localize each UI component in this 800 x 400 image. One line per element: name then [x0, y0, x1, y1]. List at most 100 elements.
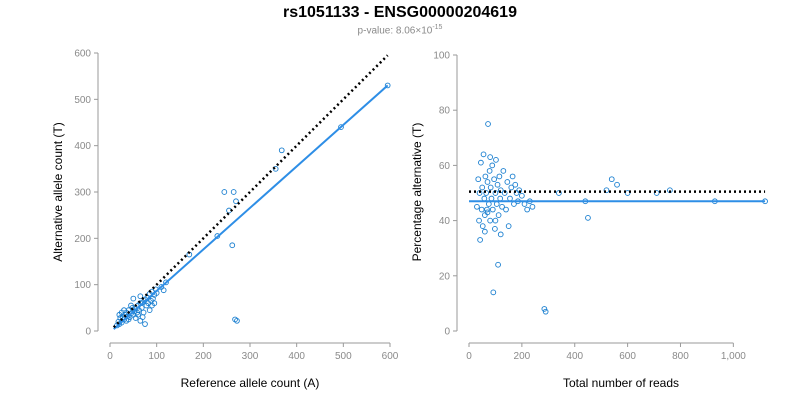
data-point	[541, 306, 548, 312]
data-point	[504, 179, 511, 185]
data-point	[229, 242, 236, 249]
x-tick-label: 200	[195, 351, 212, 362]
data-point	[508, 184, 515, 191]
y-tick-label: 600	[74, 49, 91, 60]
x-tick-label: 400	[566, 351, 583, 362]
data-point	[488, 195, 495, 202]
x-tick-label: 0	[107, 351, 113, 362]
x-tick-label: 600	[619, 351, 636, 362]
data-point	[556, 190, 562, 196]
data-point	[494, 181, 501, 188]
data-point	[489, 162, 496, 169]
data-point	[603, 187, 610, 194]
y-tick-label: 300	[74, 188, 91, 199]
x-tick-label: 0	[466, 351, 472, 362]
data-point	[495, 212, 502, 218]
data-point	[505, 223, 512, 229]
data-point	[479, 184, 486, 191]
data-point	[509, 173, 516, 180]
data-point	[116, 311, 123, 318]
data-point	[495, 261, 501, 268]
data-point	[503, 206, 509, 213]
data-point	[480, 151, 487, 158]
data-point	[507, 195, 513, 202]
data-point	[481, 195, 488, 202]
data-point	[486, 168, 493, 174]
data-point	[482, 228, 488, 235]
data-point	[479, 223, 486, 229]
x-tick-label: 600	[382, 351, 399, 362]
data-point	[614, 181, 620, 188]
data-point	[160, 287, 167, 294]
data-point	[151, 300, 158, 307]
y-axis-title: Alternative allele count (T)	[51, 122, 65, 261]
data-point	[478, 159, 484, 166]
y-tick-label: 100	[74, 280, 91, 291]
data-point	[624, 190, 631, 196]
data-point	[140, 309, 147, 316]
y-tick-label: 100	[433, 51, 450, 62]
y-tick-label: 500	[74, 95, 91, 106]
data-point	[487, 217, 493, 224]
x-tick-label: 300	[242, 351, 259, 362]
p-value-subtitle: p-value: 8.06×10-15	[0, 24, 800, 36]
data-point	[487, 154, 493, 160]
y-tick-label: 80	[439, 106, 451, 117]
data-point	[491, 176, 497, 183]
data-point	[484, 209, 491, 216]
data-point	[146, 307, 153, 314]
fit-line	[113, 84, 389, 330]
right-scatter-plot: 0 200 400 600 800 1,000 0 20 40 60 80 100 Total numb…	[410, 51, 768, 390]
x-tick-label: 100	[148, 351, 165, 362]
data-point	[493, 157, 499, 163]
data-point	[482, 212, 488, 218]
data-point	[384, 82, 391, 89]
x-tick-label: 800	[672, 351, 689, 362]
data-point	[497, 195, 504, 202]
data-point	[477, 237, 483, 243]
x-axis-title: Reference allele count (A)	[181, 376, 320, 390]
data-point	[500, 168, 507, 174]
x-tick-label: 1,000	[721, 351, 746, 362]
x-tick-label: 400	[288, 351, 305, 362]
data-point	[529, 203, 536, 210]
y-tick-label: 40	[439, 216, 451, 227]
reference-line	[112, 54, 389, 329]
data-point	[478, 206, 485, 213]
data-point	[132, 315, 139, 321]
data-point	[338, 124, 344, 130]
data-point	[585, 214, 591, 221]
data-point	[512, 181, 519, 188]
data-point	[490, 289, 497, 296]
data-point	[492, 217, 499, 224]
data-point	[487, 184, 494, 191]
left-scatter-plot: 0 100 200 300 400 500 600 0 100 200 300 400 500 600 Re…	[51, 49, 399, 391]
chart-title: rs1051133 - ENSG00000204619	[283, 4, 517, 21]
p-value-exponent: -15	[432, 24, 443, 31]
data-point	[128, 302, 134, 309]
data-point	[519, 192, 525, 199]
data-point	[499, 203, 505, 210]
data-point	[483, 190, 490, 196]
data-point	[653, 190, 660, 196]
data-point	[278, 147, 285, 154]
data-point	[524, 206, 531, 213]
data-point	[234, 317, 240, 324]
data-point	[492, 226, 498, 232]
data-point	[484, 206, 490, 213]
data-point	[497, 231, 504, 238]
y-tick-label: 200	[74, 234, 91, 245]
y-axis-title: Percentage alternative (T)	[410, 123, 424, 262]
data-point	[485, 121, 491, 127]
y-tick-label: 20	[439, 271, 451, 282]
data-point	[230, 189, 237, 195]
y-tick-label: 60	[439, 161, 451, 172]
data-point	[142, 321, 148, 327]
data-point	[482, 173, 489, 180]
data-point	[474, 203, 480, 210]
data-point	[221, 189, 228, 195]
data-point	[493, 201, 500, 207]
data-point	[484, 179, 491, 185]
data-point	[476, 217, 482, 224]
